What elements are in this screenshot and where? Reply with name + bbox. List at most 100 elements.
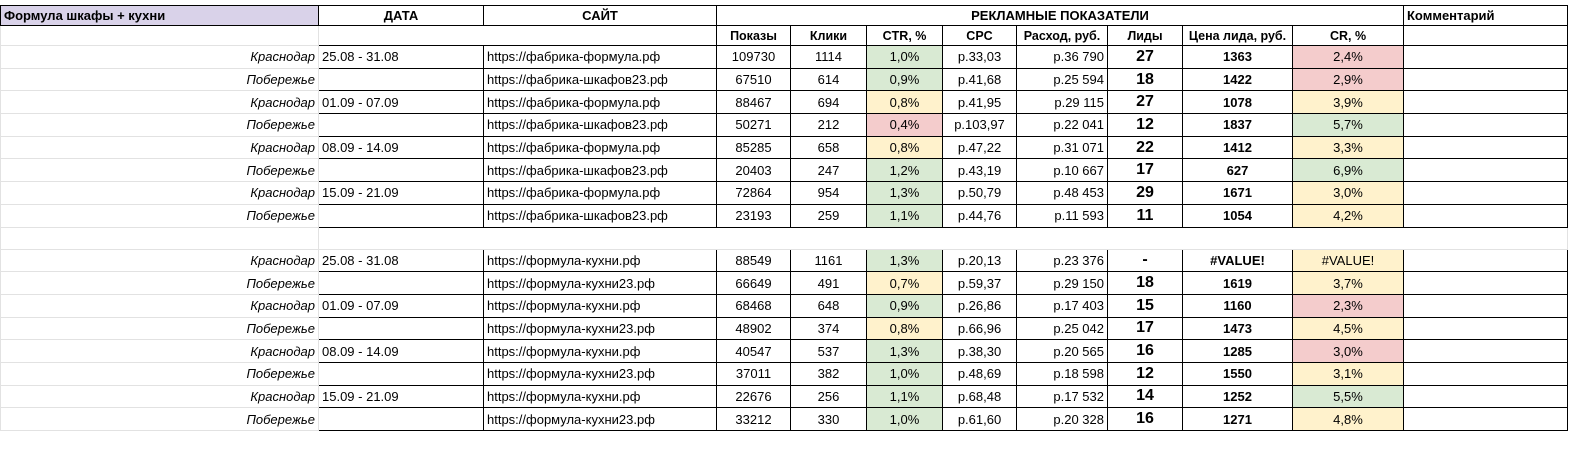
shows: 68468 bbox=[716, 293, 791, 318]
site: https://фабрика-формула.рф bbox=[483, 90, 717, 115]
lead-price: 1412 bbox=[1182, 135, 1293, 160]
ctr: 0,8% bbox=[866, 316, 943, 341]
region: Краснодар bbox=[0, 293, 319, 318]
empty-cell bbox=[0, 226, 319, 250]
shows: 40547 bbox=[716, 339, 791, 363]
col-site: САЙТ bbox=[483, 5, 717, 26]
leads: 14 bbox=[1107, 384, 1183, 409]
leads: 27 bbox=[1107, 45, 1183, 69]
site: https://формула-кухни.рф bbox=[483, 293, 717, 318]
row: Побережье https://формула-кухни23.рф 48902… bbox=[0, 316, 1568, 341]
leads: 18 bbox=[1107, 271, 1183, 295]
shows: 48902 bbox=[716, 316, 791, 341]
ctr: 0,9% bbox=[866, 293, 943, 318]
spend: р.48 453 bbox=[1016, 181, 1108, 205]
cr: 3,0% bbox=[1292, 339, 1404, 363]
row: Побережье https://фабрика-шкафов23.рф 2319… bbox=[0, 203, 1568, 228]
comment bbox=[1403, 316, 1568, 341]
cpc: р.43,19 bbox=[942, 158, 1017, 183]
spend: р.25 594 bbox=[1016, 67, 1108, 92]
row: Краснодар 08.09 - 14.09 https://фабрика-фо… bbox=[0, 135, 1568, 160]
cpc: р.68,48 bbox=[942, 384, 1017, 409]
empty-cell bbox=[318, 25, 717, 46]
cr: 3,0% bbox=[1292, 181, 1404, 205]
shows: 20403 bbox=[716, 158, 791, 183]
leads: 16 bbox=[1107, 339, 1183, 363]
row: Краснодар 01.09 - 07.09 https://фабрика-фо… bbox=[0, 90, 1568, 115]
row: Краснодар 15.09 - 21.09 https://формула-ку… bbox=[0, 384, 1568, 409]
cr: 4,2% bbox=[1292, 203, 1404, 228]
cr: 4,5% bbox=[1292, 316, 1404, 341]
clicks: 648 bbox=[790, 293, 867, 318]
comment bbox=[1403, 384, 1568, 409]
date: 01.09 - 07.09 bbox=[318, 90, 484, 115]
region: Краснодар bbox=[0, 384, 319, 409]
cpc: р.59,37 bbox=[942, 271, 1017, 295]
sheet-body: Формула шкафы + кухни ДАТА САЙТ РЕКЛАМНЫЕ П… bbox=[0, 5, 1568, 431]
cpc: р.103,97 bbox=[942, 113, 1017, 137]
region: Краснодар bbox=[0, 90, 319, 115]
site: https://фабрика-шкафов23.рф bbox=[483, 67, 717, 92]
col-date: ДАТА bbox=[318, 5, 484, 26]
lead-price: 1160 bbox=[1182, 293, 1293, 318]
region: Краснодар bbox=[0, 45, 319, 69]
shows: 37011 bbox=[716, 361, 791, 386]
clicks: 382 bbox=[790, 361, 867, 386]
clicks: 614 bbox=[790, 67, 867, 92]
row: Краснодар 08.09 - 14.09 https://формула-ку… bbox=[0, 339, 1568, 363]
spend: р.11 593 bbox=[1016, 203, 1108, 228]
leads: 18 bbox=[1107, 67, 1183, 92]
row: Краснодар 01.09 - 07.09 https://формула-ку… bbox=[0, 293, 1568, 318]
lead-price: 1422 bbox=[1182, 67, 1293, 92]
lead-price: 1078 bbox=[1182, 90, 1293, 115]
site: https://формула-кухни.рф bbox=[483, 339, 717, 363]
metric-header: Цена лида, руб. bbox=[1182, 25, 1293, 46]
comment bbox=[1403, 135, 1568, 160]
shows: 109730 bbox=[716, 45, 791, 69]
cpc: р.20,13 bbox=[942, 248, 1017, 273]
site: https://формула-кухни23.рф bbox=[483, 361, 717, 386]
lead-price: 1671 bbox=[1182, 181, 1293, 205]
clicks: 259 bbox=[790, 203, 867, 228]
shows: 22676 bbox=[716, 384, 791, 409]
lead-price: 1619 bbox=[1182, 271, 1293, 295]
clicks: 1161 bbox=[790, 248, 867, 273]
comment bbox=[1403, 181, 1568, 205]
clicks: 330 bbox=[790, 407, 867, 431]
lead-price: 1363 bbox=[1182, 45, 1293, 69]
clicks: 256 bbox=[790, 384, 867, 409]
clicks: 1114 bbox=[790, 45, 867, 69]
row: Краснодар 15.09 - 21.09 https://фабрика-фо… bbox=[0, 181, 1568, 205]
shows: 85285 bbox=[716, 135, 791, 160]
clicks: 658 bbox=[790, 135, 867, 160]
spend: р.29 115 bbox=[1016, 90, 1108, 115]
leads: 16 bbox=[1107, 407, 1183, 431]
region: Побережье bbox=[0, 271, 319, 295]
cpc: р.66,96 bbox=[942, 316, 1017, 341]
row: Побережье https://формула-кухни23.рф 33212… bbox=[0, 407, 1568, 431]
col-comment: Комментарий bbox=[1403, 5, 1568, 26]
shows: 72864 bbox=[716, 181, 791, 205]
region: Побережье bbox=[0, 158, 319, 183]
cr: 2,9% bbox=[1292, 67, 1404, 92]
metric-header: Показы bbox=[716, 25, 791, 46]
lead-price: 1550 bbox=[1182, 361, 1293, 386]
leads: 17 bbox=[1107, 158, 1183, 183]
cpc: р.33,03 bbox=[942, 45, 1017, 69]
sheet-title: Формула шкафы + кухни bbox=[0, 5, 319, 26]
comment bbox=[1403, 90, 1568, 115]
date bbox=[318, 203, 484, 228]
spend: р.29 150 bbox=[1016, 271, 1108, 295]
date: 25.08 - 31.08 bbox=[318, 45, 484, 69]
cpc: р.44,76 bbox=[942, 203, 1017, 228]
row: Показы Клики CTR, % CPC Расход, руб. Лиды Цена… bbox=[0, 25, 1568, 46]
ctr: 0,9% bbox=[866, 67, 943, 92]
cr: 4,8% bbox=[1292, 407, 1404, 431]
spend: р.18 598 bbox=[1016, 361, 1108, 386]
empty-cell bbox=[318, 226, 1568, 250]
region: Побережье bbox=[0, 203, 319, 228]
site: https://фабрика-формула.рф bbox=[483, 135, 717, 160]
region: Краснодар bbox=[0, 135, 319, 160]
lead-price: 1473 bbox=[1182, 316, 1293, 341]
lead-price: 1285 bbox=[1182, 339, 1293, 363]
